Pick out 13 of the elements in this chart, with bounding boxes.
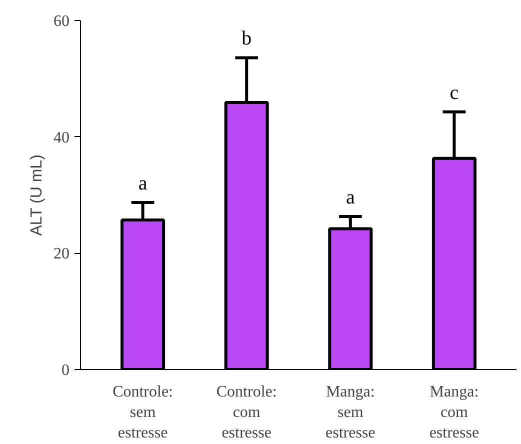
- y-tick-label: 40: [54, 129, 70, 146]
- y-tick-label: 60: [54, 13, 70, 30]
- annotation: b: [242, 28, 252, 50]
- annotation: c: [450, 82, 459, 104]
- y-tick-label: 0: [62, 362, 70, 379]
- x-tick-label: Controle: sem estresse: [112, 384, 174, 442]
- y-tick-label: 20: [54, 246, 70, 263]
- annotation: a: [346, 186, 355, 209]
- x-tick-label: Controle: com estresse: [216, 384, 277, 442]
- x-tick-label: Manga: com estresse: [429, 384, 480, 442]
- x-tick-label: Manga: sem estresse: [326, 384, 376, 442]
- annotation: a: [138, 172, 148, 195]
- y-axis-title: ALT (U mL): [28, 154, 46, 236]
